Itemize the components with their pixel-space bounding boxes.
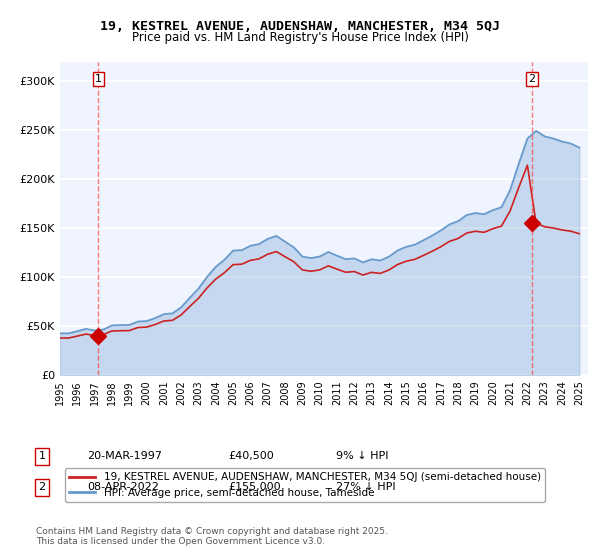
Text: 19, KESTREL AVENUE, AUDENSHAW, MANCHESTER, M34 5QJ: 19, KESTREL AVENUE, AUDENSHAW, MANCHESTE… bbox=[100, 20, 500, 32]
Text: 2: 2 bbox=[38, 482, 46, 492]
Text: 08-APR-2022: 08-APR-2022 bbox=[87, 482, 159, 492]
Text: 1: 1 bbox=[95, 74, 102, 84]
Text: 20-MAR-1997: 20-MAR-1997 bbox=[87, 451, 162, 461]
Text: £40,500: £40,500 bbox=[228, 451, 274, 461]
Legend: 19, KESTREL AVENUE, AUDENSHAW, MANCHESTER, M34 5QJ (semi-detached house), HPI: A: 19, KESTREL AVENUE, AUDENSHAW, MANCHESTE… bbox=[65, 468, 545, 502]
Text: 27% ↓ HPI: 27% ↓ HPI bbox=[336, 482, 395, 492]
Text: 2: 2 bbox=[529, 74, 536, 84]
Text: Contains HM Land Registry data © Crown copyright and database right 2025.
This d: Contains HM Land Registry data © Crown c… bbox=[36, 526, 388, 546]
Text: £155,000: £155,000 bbox=[228, 482, 281, 492]
Text: 9% ↓ HPI: 9% ↓ HPI bbox=[336, 451, 389, 461]
Text: Price paid vs. HM Land Registry's House Price Index (HPI): Price paid vs. HM Land Registry's House … bbox=[131, 31, 469, 44]
Text: 1: 1 bbox=[38, 451, 46, 461]
